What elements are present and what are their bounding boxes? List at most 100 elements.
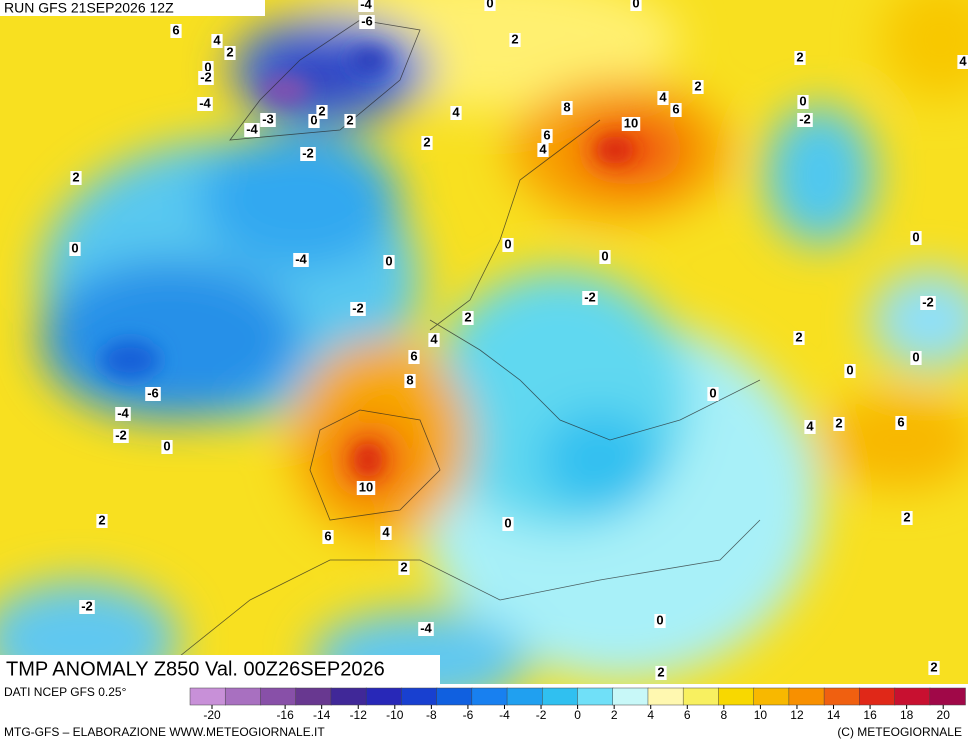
contour-label-bg — [901, 511, 913, 525]
legend-swatch — [506, 687, 544, 706]
legend-swatch — [401, 687, 438, 706]
contour-label: -4 — [246, 121, 258, 136]
contour-label: 2 — [657, 664, 664, 679]
contour-label: 6 — [897, 414, 904, 429]
contour-label-bg — [113, 429, 129, 443]
contour-label: -2 — [200, 69, 212, 84]
legend-tick-label: -14 — [313, 708, 331, 722]
contour-label-bg — [300, 147, 316, 161]
contour-label: -6 — [361, 13, 373, 28]
contour-label: -4 — [117, 405, 129, 420]
contour-label: -2 — [352, 300, 364, 315]
footer-left: MTG-GFS – ELABORAZIONE WWW.METEOGIORNALE… — [4, 725, 325, 739]
contour-label-bg — [502, 238, 514, 252]
contour-label: 6 — [324, 528, 331, 543]
contour-label: 2 — [98, 512, 105, 527]
contour-label-bg — [408, 350, 420, 364]
contour-label-bg — [356, 481, 376, 495]
contour-label-bg — [161, 440, 173, 454]
legend-tick-label: 16 — [863, 708, 877, 722]
contour-label: 10 — [624, 115, 638, 130]
contour-label-bg — [484, 0, 496, 11]
contour-label-bg — [707, 387, 719, 401]
contour-label: 2 — [346, 112, 353, 127]
title-box — [0, 655, 440, 684]
contour-label: 0 — [912, 229, 919, 244]
source-label: DATI NCEP GFS 0.25° — [4, 685, 127, 699]
contour-label-bg — [537, 143, 549, 157]
contour-label-bg — [316, 105, 328, 119]
contour-label: 4 — [382, 524, 390, 539]
contour-label: 0 — [656, 612, 663, 627]
contour-label-bg — [509, 33, 521, 47]
contour-label: 0 — [163, 438, 170, 453]
contour-label: 2 — [226, 44, 233, 59]
contour-label-bg — [224, 46, 236, 60]
contour-label: 6 — [672, 101, 679, 116]
contour-label-bg — [197, 97, 213, 111]
contour-label-bg — [582, 291, 598, 305]
contour-label-bg — [654, 614, 666, 628]
contour-label: 0 — [385, 253, 392, 268]
contour-label-bg — [421, 136, 433, 150]
contour-label-bg — [630, 0, 642, 11]
contour-label: 2 — [400, 559, 407, 574]
legend-swatch — [894, 687, 931, 706]
contour-label-bg — [561, 101, 573, 115]
legend-tick-label: 14 — [827, 708, 841, 722]
contour-label: 0 — [709, 385, 716, 400]
legend-tick-label: 10 — [754, 708, 768, 722]
legend-tick-label: 18 — [900, 708, 914, 722]
contour-label-bg — [621, 117, 641, 131]
legend-swatch — [189, 687, 226, 706]
contour-label-bg — [322, 530, 334, 544]
contour-label: 6 — [172, 22, 179, 37]
legend-swatch — [682, 687, 720, 706]
legend-swatch — [612, 687, 649, 706]
contour-label: -6 — [147, 385, 159, 400]
legend-swatch — [471, 687, 508, 706]
contour-label-bg — [145, 387, 161, 401]
contour-label-bg — [358, 0, 374, 12]
contour-label-bg — [344, 114, 356, 128]
contour-label-bg — [920, 296, 936, 310]
contour-label-bg — [359, 15, 375, 29]
header-box — [0, 0, 265, 16]
contour-label-bg — [115, 407, 131, 421]
contour-label-bg — [383, 255, 395, 269]
contour-label: 2 — [72, 169, 79, 184]
footer-right: (C) METEOGIORNALE — [837, 725, 962, 739]
contour-label: 0 — [486, 0, 493, 10]
contour-label-bg — [797, 95, 809, 109]
contour-label: 2 — [694, 78, 701, 93]
legend-swatch — [577, 687, 614, 706]
legend-tick-label: 0 — [574, 708, 581, 722]
contour-label: -2 — [799, 111, 811, 126]
contour-label-bg — [657, 91, 669, 105]
contour-label: 2 — [835, 415, 842, 430]
contour-label: -4 — [295, 251, 307, 266]
contour-label: 6 — [543, 127, 550, 142]
contour-label: 0 — [601, 248, 608, 263]
contour-label: 2 — [796, 49, 803, 64]
contour-label-bg — [793, 331, 805, 345]
contour-label: 0 — [632, 0, 639, 10]
contour-label: 2 — [464, 309, 471, 324]
contour-label-bg — [804, 420, 816, 434]
contour-label-bg — [910, 351, 922, 365]
contour-label: -4 — [420, 620, 432, 635]
contour-label: 0 — [504, 236, 511, 251]
contour-label-bg — [670, 103, 682, 117]
contour-label-bg — [462, 311, 474, 325]
legend-tick-label: 12 — [790, 708, 804, 722]
contour-label-bg — [599, 250, 611, 264]
contour-label: -4 — [199, 95, 211, 110]
contour-label: 0 — [310, 112, 317, 127]
color-legend: -20 -16 -14 -12 -10 -8 -6 -4 -2 0 2 4 6 8 10 12 14 16 18 20 — [189, 687, 966, 722]
anomaly-field — [0, 0, 968, 684]
contour-label: 4 — [430, 331, 438, 346]
contour-label-bg — [404, 374, 416, 388]
legend-tick-label: -4 — [499, 708, 510, 722]
contour-label-bg — [198, 71, 214, 85]
contour-label-bg — [895, 416, 907, 430]
